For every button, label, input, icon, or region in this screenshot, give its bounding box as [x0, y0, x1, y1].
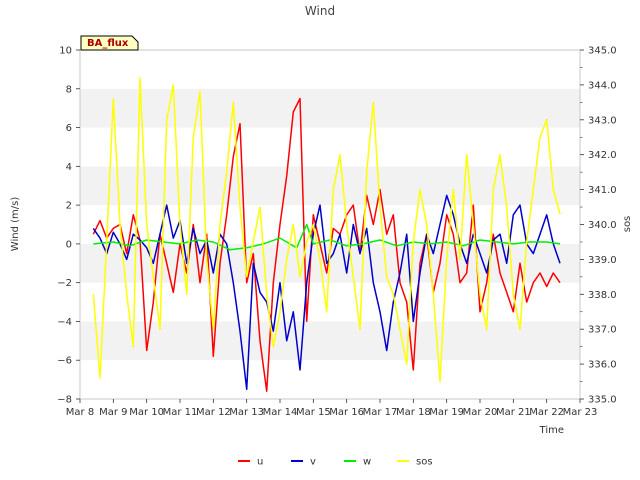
x-tick-label: Mar 15	[296, 407, 331, 418]
y2-tick-label: 342.0	[588, 150, 617, 161]
legend-label-v: v	[310, 457, 316, 468]
y-tick-label: −2	[57, 278, 72, 289]
background-band	[80, 127, 580, 167]
series-layer	[92, 77, 561, 392]
y2-tick-label: 344.0	[588, 80, 617, 91]
x-tick-label: Mar 17	[363, 407, 398, 418]
y-axis-left: −8 −6 −4 −2 0 2 4 6 8 10	[57, 46, 80, 406]
series-line-v	[92, 194, 561, 391]
site-badge-label: BA_flux	[87, 38, 129, 49]
y2-tick-label: 338.0	[588, 290, 617, 301]
x-tick-label: Mar 21	[496, 407, 531, 418]
x-axis-label: Time	[539, 425, 564, 436]
y-axis-right: 335.0 336.0 337.0 338.0 339.0 340.0 341.0 342.0…	[580, 46, 617, 406]
legend-label-w: w	[363, 457, 371, 468]
background-band	[80, 50, 580, 89]
series-line-w	[93, 223, 561, 251]
background-band	[80, 88, 580, 128]
background-bands	[80, 50, 580, 399]
y2-tick-label: 341.0	[588, 185, 617, 196]
y-tick-label: 6	[66, 123, 72, 134]
y2-tick-label: 335.0	[588, 395, 617, 406]
x-tick-label: Mar 8	[66, 407, 94, 418]
x-tick-label: Mar 16	[329, 407, 364, 418]
x-tick-label: Mar 11	[163, 407, 198, 418]
x-tick-label: Mar 23	[563, 407, 598, 418]
site-badge-box	[80, 35, 139, 51]
y2-tick-label: 343.0	[588, 115, 617, 126]
y2-tick-label: 340.0	[588, 220, 617, 231]
y-tick-label: −6	[57, 356, 72, 367]
y-tick-label: 4	[66, 162, 72, 173]
y2-tick-label: 345.0	[588, 46, 617, 57]
y2-tick-label: 339.0	[588, 255, 617, 266]
x-tick-label: Mar 14	[263, 407, 298, 418]
legend-label-sos: sos	[416, 457, 433, 468]
x-tick-label: Mar 20	[463, 407, 498, 418]
series-line-sos	[92, 77, 561, 383]
background-band	[80, 321, 580, 361]
y-tick-label: −4	[57, 317, 72, 328]
y-tick-label: 8	[66, 84, 72, 95]
y2-axis-label: sos	[622, 216, 633, 233]
x-tick-label: Mar 18	[396, 407, 431, 418]
x-tick-label: Mar 10	[129, 407, 164, 418]
x-tick-label: Mar 13	[229, 407, 264, 418]
y-tick-label: 2	[66, 201, 72, 212]
background-band	[80, 360, 580, 399]
y2-tick-label: 337.0	[588, 325, 617, 336]
legend-label-u: u	[257, 457, 263, 468]
legend: u v w sos	[238, 457, 433, 468]
y-tick-label: 0	[66, 239, 72, 250]
chart-title: Wind	[305, 4, 335, 18]
y-tick-label: 10	[59, 46, 72, 57]
y2-tick-label: 336.0	[588, 360, 617, 371]
x-tick-label: Mar 19	[429, 407, 464, 418]
y-tick-label: −8	[57, 395, 72, 406]
x-tick-label: Mar 22	[529, 407, 564, 418]
site-badge: BA_flux	[80, 35, 139, 51]
x-tick-label: Mar 9	[99, 407, 127, 418]
x-tick-label: Mar 12	[196, 407, 231, 418]
y-axis-label: Wind (m/s)	[10, 197, 21, 252]
background-band	[80, 282, 580, 322]
